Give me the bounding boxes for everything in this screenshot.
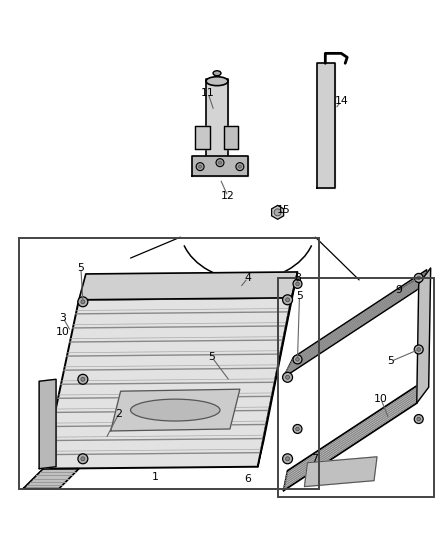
Circle shape [219,161,222,164]
Polygon shape [192,156,248,175]
Polygon shape [304,457,377,487]
Ellipse shape [206,77,228,86]
Circle shape [286,298,290,302]
Text: 11: 11 [201,88,215,98]
Text: 10: 10 [56,327,70,336]
Polygon shape [39,379,56,469]
Polygon shape [111,389,240,431]
Circle shape [293,424,302,433]
Text: 7: 7 [311,454,318,464]
Text: 5: 5 [78,263,85,273]
Circle shape [417,348,420,351]
Text: 12: 12 [221,191,235,201]
Text: 10: 10 [374,394,388,404]
Text: 8: 8 [294,273,301,283]
Circle shape [196,163,204,171]
Circle shape [198,165,201,168]
Ellipse shape [213,71,221,76]
Text: 2: 2 [115,409,122,419]
Circle shape [296,358,299,361]
Circle shape [296,427,299,431]
Polygon shape [23,469,79,489]
Text: 6: 6 [244,474,251,483]
Polygon shape [206,79,228,160]
Circle shape [293,355,302,364]
Circle shape [78,297,88,307]
Bar [19,238,319,489]
Circle shape [236,163,244,171]
Circle shape [283,295,293,305]
Text: 3: 3 [60,313,67,322]
Polygon shape [417,268,431,403]
Text: 5: 5 [388,357,394,366]
Polygon shape [283,383,421,490]
Text: 15: 15 [277,205,290,215]
Polygon shape [79,272,297,300]
Text: 1: 1 [152,472,159,482]
Polygon shape [258,272,297,467]
Circle shape [296,282,299,286]
Text: 9: 9 [396,285,402,295]
Circle shape [417,417,420,421]
Circle shape [274,209,281,216]
Circle shape [81,377,85,381]
Circle shape [414,273,423,282]
Bar [278,278,434,497]
Circle shape [283,454,293,464]
Circle shape [414,345,423,354]
Circle shape [417,276,420,280]
Circle shape [216,159,224,167]
Circle shape [283,373,293,382]
Circle shape [81,300,85,304]
Circle shape [238,165,241,168]
Text: 4: 4 [244,273,251,283]
Ellipse shape [131,399,220,421]
Polygon shape [318,63,335,189]
Text: 5: 5 [208,352,215,362]
Text: 5: 5 [296,291,303,301]
Text: 14: 14 [334,96,348,106]
Circle shape [414,415,423,424]
Circle shape [286,375,290,379]
Polygon shape [43,298,292,469]
Circle shape [78,374,88,384]
Circle shape [293,279,302,288]
Polygon shape [195,126,210,149]
Circle shape [81,457,85,461]
Polygon shape [224,126,238,149]
Polygon shape [283,270,427,377]
Circle shape [78,454,88,464]
Circle shape [286,457,290,461]
